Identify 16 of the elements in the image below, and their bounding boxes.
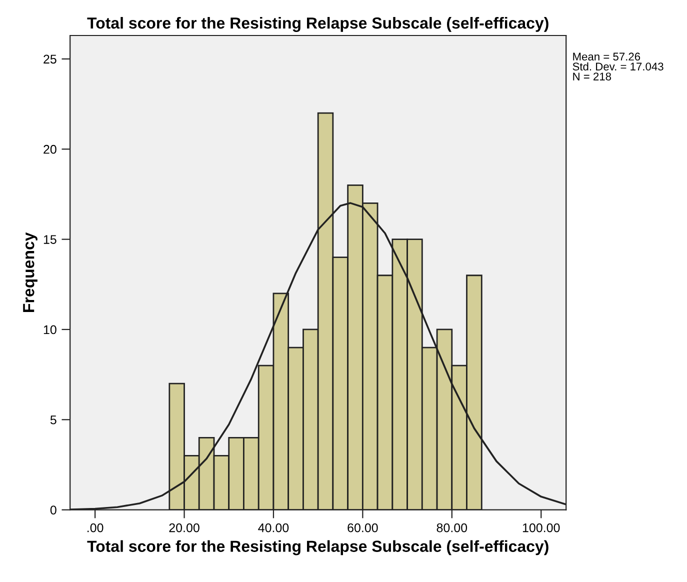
x-tick-label: 20.00 — [169, 523, 200, 532]
text: Mean = 57.26 Std. Dev. = 17.043 N = 218 — [572, 52, 664, 80]
x-tick-label: 100.00 — [522, 523, 560, 532]
x-tick-label: 40.00 — [258, 523, 289, 532]
x-axis-title: Total score for the Resisting Relapse Subscale (self-efficacy) — [87, 540, 548, 556]
x-tick-label: 60.00 — [348, 523, 378, 532]
y-tick-label: 20 — [44, 144, 56, 154]
chart-title: Total score for the Resisting Relapse Subscale (self-efficacy) — [87, 16, 548, 32]
y-axis-title: Frequency — [23, 232, 38, 312]
x-tick-label: 80.00 — [436, 523, 468, 532]
y-tick-label: 25 — [44, 54, 56, 64]
y-tick-label: 10 — [44, 325, 56, 334]
y-tick-label: 15 — [44, 235, 56, 244]
y-tick-label: 5 — [50, 416, 56, 424]
y-tick-label: 0 — [50, 506, 56, 514]
x-tick-label: .00 — [88, 523, 104, 532]
